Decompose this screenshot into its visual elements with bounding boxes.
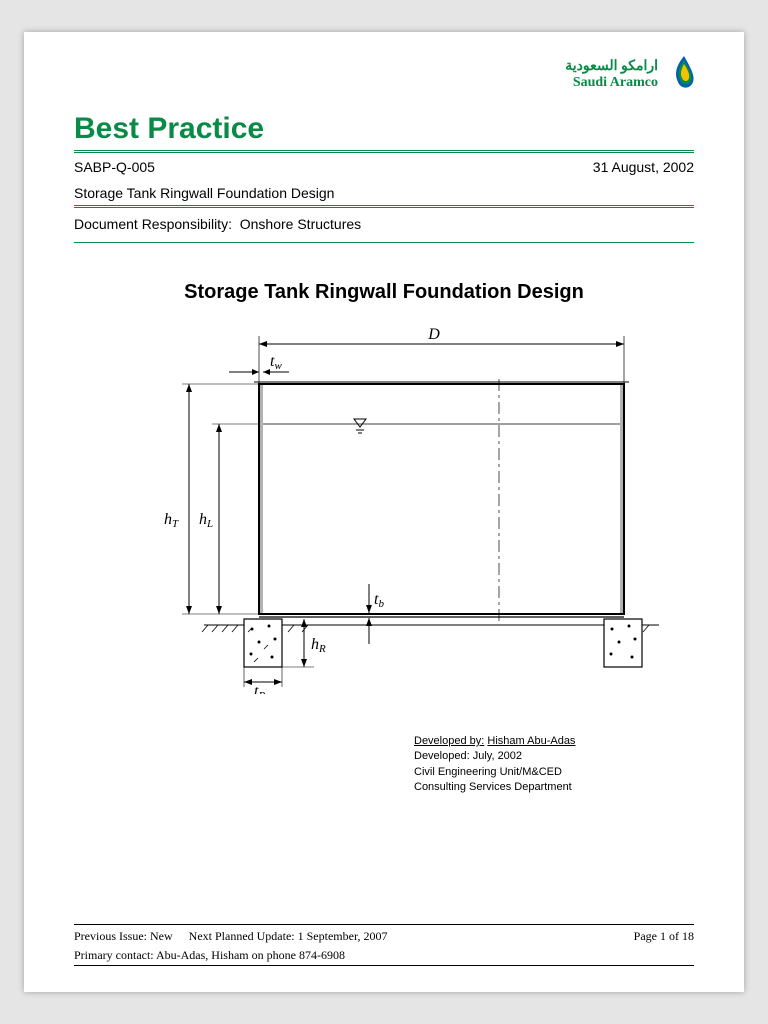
footer: Previous Issue: New Next Planned Update:… (74, 920, 694, 970)
label-hR: hR (311, 636, 326, 655)
doc-meta-row: SABP-Q-005 31 August, 2002 (74, 155, 694, 179)
resp-value: Onshore Structures (240, 216, 361, 232)
prev-issue: Previous Issue: New (74, 929, 173, 944)
tank-diagram: D tw hT (104, 324, 664, 694)
rule-divider (74, 150, 694, 153)
company-logo: ارامكو السعودية Saudi Aramco (565, 52, 704, 96)
doc-date: 31 August, 2002 (593, 159, 694, 175)
resp-label: Document Responsibility: (74, 216, 232, 232)
doc-code: SABP-Q-005 (74, 159, 155, 175)
rule-divider (74, 205, 694, 208)
document-page: ارامكو السعودية Saudi Aramco Best Practi… (24, 32, 744, 992)
dev-unit: Civil Engineering Unit/M&CED (414, 765, 694, 780)
logo-english: Saudi Aramco (565, 75, 658, 91)
doc-subtitle: Storage Tank Ringwall Foundation Design (74, 179, 694, 203)
dev-date: Developed: July, 2002 (414, 749, 694, 764)
label-tR: tR (254, 683, 265, 694)
logo-arabic: ارامكو السعودية (565, 58, 658, 75)
rule-divider (74, 242, 694, 243)
content-title: Storage Tank Ringwall Foundation Design (74, 281, 694, 304)
label-tb: tb (374, 591, 384, 610)
primary-contact: Primary contact: Abu-Adas, Hisham on pho… (74, 948, 694, 963)
dev-by-label: Developed by: (414, 735, 484, 747)
credits-block: Developed by: Hisham Abu-Adas Developed:… (414, 734, 694, 796)
doc-type-title: Best Practice (74, 112, 694, 146)
label-hL: hL (199, 511, 213, 530)
flame-icon (664, 52, 704, 96)
label-tw: tw (270, 353, 282, 372)
dev-dept: Consulting Services Department (414, 780, 694, 795)
label-D: D (427, 326, 440, 343)
doc-responsibility: Document Responsibility: Onshore Structu… (74, 210, 694, 238)
next-update: Next Planned Update: 1 September, 2007 (189, 929, 388, 944)
label-hT: hT (164, 511, 179, 530)
dev-by-name: Hisham Abu-Adas (487, 735, 575, 747)
page-number: Page 1 of 18 (634, 929, 694, 944)
